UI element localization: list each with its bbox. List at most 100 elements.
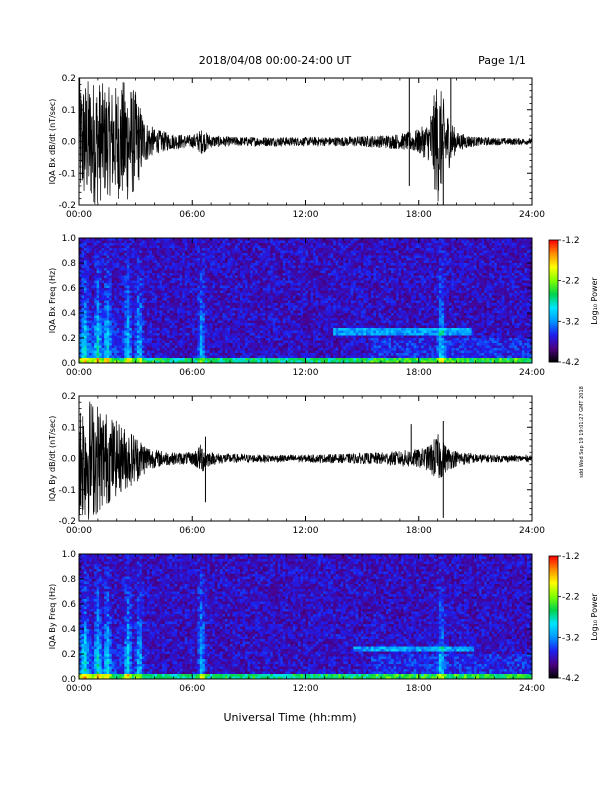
spectrogram-cell <box>119 280 123 284</box>
spectrogram-cell <box>313 345 316 349</box>
spectrogram-cell <box>184 335 188 339</box>
spectrogram-cell <box>272 253 276 256</box>
spectrogram-cell <box>159 333 163 336</box>
spectrogram-cell <box>242 313 246 316</box>
spectrogram-cell <box>270 260 274 264</box>
spectrogram-cell <box>257 288 261 291</box>
spectrogram-cell <box>209 325 213 329</box>
spectrogram-cell <box>126 320 130 324</box>
spectrogram-cell <box>79 335 82 339</box>
spectrogram-cell <box>230 328 233 331</box>
spectrogram-cell <box>116 253 120 256</box>
spectrogram-cell <box>297 283 301 286</box>
spectrogram-cell <box>267 280 271 284</box>
spectrogram-cell <box>257 275 261 279</box>
spectrogram-cell <box>172 258 176 261</box>
spectrogram-cell <box>111 258 115 261</box>
spectrogram-cell <box>116 338 120 341</box>
spectrogram-cell <box>106 295 110 299</box>
spectrogram-cell <box>209 255 213 259</box>
spectrogram-cell <box>277 255 281 259</box>
spectrogram-cell <box>167 248 170 251</box>
spectrogram-cell <box>272 238 276 241</box>
spectrogram-cell <box>237 328 241 331</box>
spectrogram-cell <box>313 313 316 316</box>
spectrogram-cell <box>222 248 226 251</box>
spectrogram-cell <box>232 275 236 279</box>
spectrogram-cell <box>235 328 238 331</box>
spectrogram-cell <box>313 258 316 261</box>
spectrogram-cell <box>245 320 249 324</box>
spectrogram-cell <box>282 295 286 299</box>
spectrogram-cell <box>323 313 327 316</box>
spectrogram-cell <box>280 335 284 339</box>
spectrogram-cell <box>146 275 150 279</box>
spectrogram-cell <box>227 318 231 321</box>
spectrogram-cell <box>194 263 198 266</box>
spectrogram-cell <box>167 285 170 289</box>
spectrogram-cell <box>247 255 251 259</box>
spectrogram-cell <box>184 318 188 321</box>
spectrogram-cell <box>169 263 173 266</box>
spectrogram-cell <box>187 283 191 286</box>
spectrogram-cell <box>230 243 233 246</box>
spectrogram-cell <box>177 288 181 291</box>
spectrogram-cell <box>202 260 206 264</box>
spectrogram-cell <box>192 343 196 346</box>
spectrogram-cell <box>167 255 170 259</box>
spectrogram-cell <box>300 345 304 349</box>
spectrogram-cell <box>157 358 160 361</box>
spectrogram-cell <box>194 338 198 341</box>
spectrogram-cell <box>300 250 304 254</box>
spectrogram-cell <box>250 268 254 271</box>
spectrogram-cell <box>94 343 98 346</box>
spectrogram-cell <box>252 265 256 269</box>
spectrogram-cell <box>124 315 128 319</box>
spectrogram-cell <box>86 283 90 286</box>
spectrogram-cell <box>109 255 113 259</box>
spectrogram-cell <box>305 345 309 349</box>
spectrogram-cell <box>199 265 203 269</box>
spectrogram-cell <box>159 255 163 259</box>
spectrogram-cell <box>240 328 243 331</box>
spectrogram-cell <box>235 358 238 361</box>
spectrogram-cell <box>252 360 256 364</box>
spectrogram-cell <box>81 348 85 351</box>
spectrogram-cell <box>285 295 289 299</box>
spectrogram-cell <box>119 318 123 321</box>
spectrogram-cell <box>277 338 281 341</box>
spectrogram-cell <box>141 288 145 291</box>
spectrogram-cell <box>262 360 266 364</box>
spectrogram-cell <box>174 315 178 319</box>
spectrogram-cell <box>167 278 170 281</box>
spectrogram-cell <box>119 258 123 261</box>
spectrogram-cell <box>114 358 118 361</box>
spectrogram-cell <box>270 295 274 299</box>
spectrogram-cell <box>227 238 231 241</box>
spectrogram-cell <box>217 290 221 294</box>
spectrogram-cell <box>285 333 289 336</box>
spectrogram-cell <box>174 263 178 266</box>
spectrogram-cell <box>94 328 98 331</box>
spectrogram-cell <box>111 335 115 339</box>
spectrogram-cell <box>315 350 319 354</box>
spectrogram-cell <box>272 270 276 274</box>
spectrogram-cell <box>212 280 216 284</box>
spectrogram-cell <box>267 310 271 314</box>
spectrogram-cell <box>151 315 155 319</box>
spectrogram-cell <box>209 313 213 316</box>
spectrogram-cell <box>247 320 251 324</box>
spectrogram-cell <box>126 255 130 259</box>
spectrogram-cell <box>237 248 241 251</box>
spectrogram-cell <box>86 300 90 304</box>
spectrogram-cell <box>255 248 259 251</box>
spectrogram-cell <box>159 310 163 314</box>
spectrogram-cell <box>292 325 296 329</box>
spectrogram-cell <box>187 243 191 246</box>
spectrogram-cell <box>179 255 183 259</box>
spectrogram-cell <box>167 343 170 346</box>
spectrogram-cell <box>174 248 178 251</box>
spectrogram-cell <box>252 268 256 271</box>
spectrogram-cell <box>159 250 163 254</box>
spectrogram-cell <box>106 348 110 351</box>
